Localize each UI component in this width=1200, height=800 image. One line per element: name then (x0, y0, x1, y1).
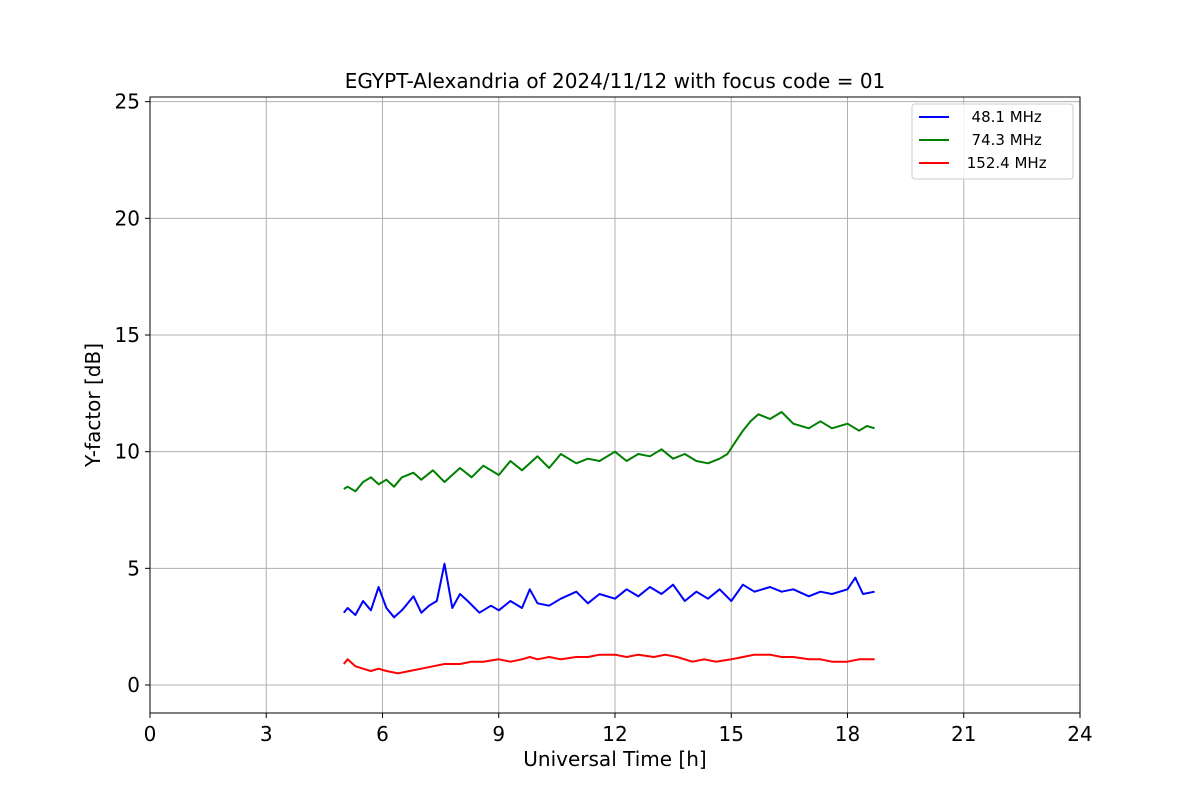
x-tick-label: 18 (835, 722, 860, 746)
legend-label-2: 152.4 MHz (962, 154, 1047, 172)
x-tick-label: 15 (719, 722, 744, 746)
legend-label-0: 48.1 MHz (962, 108, 1042, 126)
y-tick-label: 20 (115, 206, 140, 230)
y-tick-label: 10 (115, 440, 140, 464)
x-tick-label: 21 (951, 722, 976, 746)
x-tick-label: 9 (492, 722, 505, 746)
x-tick-label: 24 (1067, 722, 1092, 746)
series-line-1 (343, 411, 875, 493)
x-ticks: 0 3 6 9 12 15 18 21 24 (144, 713, 1093, 746)
x-tick-label: 12 (602, 722, 627, 746)
series-line-2 (343, 653, 875, 675)
y-tick-label: 15 (115, 323, 140, 347)
x-tick-label: 3 (260, 722, 273, 746)
y-ticks: 0 5 10 15 20 25 (115, 90, 150, 697)
legend: 48.1 MHz 74.3 MHz 152.4 MHz (911, 103, 1074, 180)
x-tick-label: 0 (144, 722, 157, 746)
legend-label-1: 74.3 MHz (962, 131, 1042, 149)
y-tick-label: 25 (115, 90, 140, 114)
y-tick-label: 0 (127, 673, 140, 697)
series-layer (343, 411, 875, 675)
legend-box (911, 103, 1074, 180)
x-axis-label: Universal Time [h] (523, 747, 706, 771)
series-line-0 (343, 562, 875, 619)
chart-title: EGYPT-Alexandria of 2024/11/12 with focu… (345, 69, 886, 93)
y-tick-label: 5 (127, 556, 140, 580)
y-axis-label: Y-factor [dB] (81, 343, 105, 468)
x-tick-label: 6 (376, 722, 389, 746)
